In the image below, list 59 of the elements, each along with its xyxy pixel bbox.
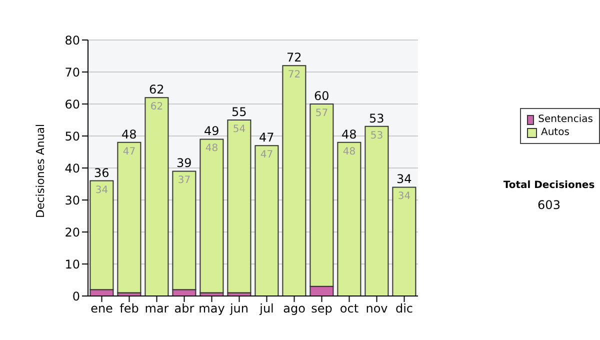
text: 603 bbox=[536, 198, 562, 212]
total-label: 48 bbox=[342, 127, 357, 142]
total-label: 49 bbox=[204, 124, 220, 138]
x-tick-label: ene bbox=[90, 302, 113, 316]
x-tick-label: feb bbox=[120, 302, 139, 316]
data-label: 37 bbox=[178, 175, 191, 186]
y-tick-label: 80 bbox=[64, 33, 80, 48]
x-tick-label: jul bbox=[258, 302, 274, 316]
bar bbox=[117, 142, 142, 294]
y-tick-label: 70 bbox=[64, 65, 80, 80]
total-label: 39 bbox=[176, 156, 192, 170]
legend-label: Sentencias bbox=[538, 113, 593, 126]
data-label: 72 bbox=[288, 70, 301, 81]
total-label: 48 bbox=[122, 127, 137, 142]
bar bbox=[364, 126, 389, 296]
text: Total Decisiones bbox=[502, 180, 596, 191]
y-tick-label: 20 bbox=[64, 225, 80, 240]
data-label: 48 bbox=[342, 146, 356, 158]
y-axis-title: Decisiones Anual bbox=[34, 124, 47, 218]
total-label: 36 bbox=[94, 166, 110, 180]
bar bbox=[144, 97, 169, 296]
bar bbox=[392, 186, 416, 296]
total-label: 34 bbox=[396, 172, 412, 186]
x-tick-label: abr bbox=[174, 302, 194, 316]
total-label: 55 bbox=[232, 105, 247, 119]
x-tick-label: oct bbox=[340, 302, 359, 316]
total-label: 62 bbox=[149, 82, 164, 97]
x-tick-label: may bbox=[198, 302, 225, 316]
data-label: 48 bbox=[205, 143, 218, 154]
y-tick-label: 30 bbox=[64, 193, 80, 208]
x-tick-label: jun bbox=[228, 302, 249, 316]
y-tick-label: 0 bbox=[72, 289, 80, 304]
total-label: 47 bbox=[259, 130, 274, 145]
x-tick-label: mar bbox=[144, 302, 169, 316]
x-tick-label: ago bbox=[283, 302, 306, 316]
y-tick-label: 60 bbox=[64, 97, 80, 112]
x-tick-label: sep bbox=[311, 302, 332, 316]
data-label: 57 bbox=[315, 108, 328, 119]
total-label: 72 bbox=[286, 50, 302, 65]
total-label: 53 bbox=[369, 111, 384, 126]
bar bbox=[200, 138, 224, 294]
y-tick-label: 40 bbox=[64, 161, 80, 176]
bar bbox=[282, 65, 306, 296]
bar bbox=[227, 120, 252, 294]
data-label: 47 bbox=[122, 146, 136, 158]
data-label: 62 bbox=[150, 102, 164, 113]
x-tick-label: nov bbox=[366, 302, 388, 316]
data-label: 54 bbox=[232, 124, 246, 135]
y-tick-label: 50 bbox=[64, 129, 80, 144]
data-label: 34 bbox=[95, 184, 108, 196]
data-label: 47 bbox=[260, 150, 274, 161]
total-label: 60 bbox=[314, 89, 330, 103]
bar bbox=[254, 145, 279, 296]
y-tick-label: 10 bbox=[64, 257, 80, 272]
data-label: 53 bbox=[370, 130, 384, 142]
bar bbox=[337, 142, 362, 296]
data-label: 34 bbox=[398, 191, 411, 202]
x-tick-label: dic bbox=[395, 302, 414, 316]
legend-label: Autos bbox=[541, 126, 570, 139]
